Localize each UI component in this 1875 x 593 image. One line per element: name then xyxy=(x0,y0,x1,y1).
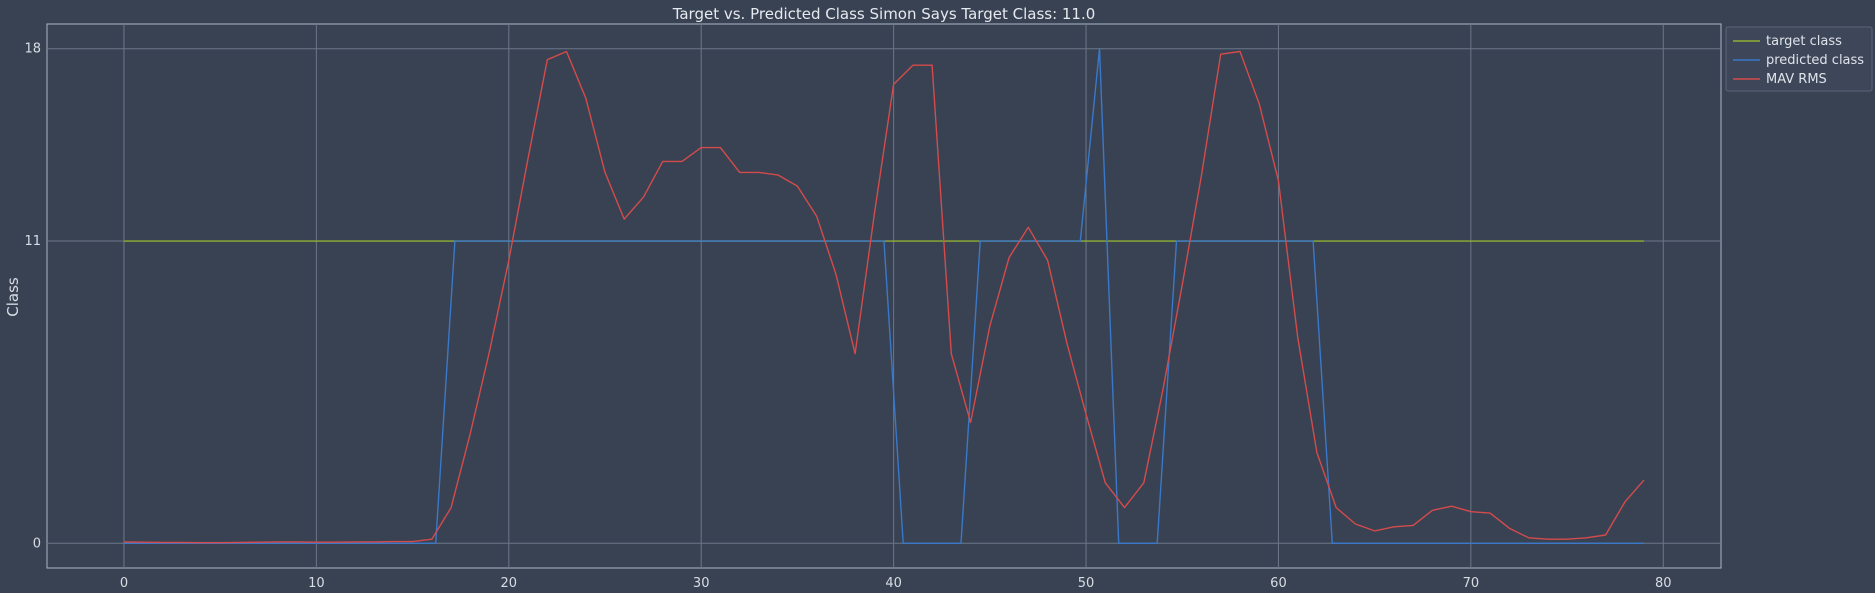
legend-box xyxy=(1725,26,1873,92)
y-tick-label: 11 xyxy=(24,234,41,249)
x-tick-label: 70 xyxy=(1463,576,1480,591)
legend-entry: target class xyxy=(1766,34,1842,49)
x-tick-label: 50 xyxy=(1078,576,1095,591)
x-tick-label: 30 xyxy=(693,576,710,591)
x-tick-label: 20 xyxy=(501,576,518,591)
predicted-class-line xyxy=(124,48,1644,544)
x-tick-label: 40 xyxy=(885,576,902,591)
x-tick-label: 10 xyxy=(308,576,325,591)
x-tick-label: 80 xyxy=(1655,576,1672,591)
mav-rms-line xyxy=(123,50,1645,544)
legend-entry: predicted class xyxy=(1766,53,1864,68)
x-tick-label: 60 xyxy=(1270,576,1287,591)
y-tick-label: 0 xyxy=(33,536,41,551)
plot-area xyxy=(46,23,1722,569)
tick-labels: 0 10 20 30 40 50 60 70 80 0 11 18 xyxy=(24,42,1671,591)
legend: target class predicted class MAV RMS xyxy=(1725,26,1873,92)
chart-title: Target vs. Predicted Class Simon Says Ta… xyxy=(672,5,1096,23)
y-axis-label: Class xyxy=(4,277,22,317)
y-tick-label: 18 xyxy=(24,42,41,57)
x-tick-label: 0 xyxy=(120,576,128,591)
legend-entry: MAV RMS xyxy=(1766,72,1827,87)
series-lines xyxy=(123,48,1645,544)
